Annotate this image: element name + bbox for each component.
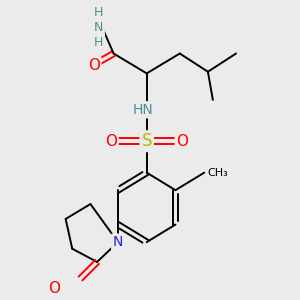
Text: H
N
H: H N H (94, 6, 104, 49)
Text: N: N (113, 235, 123, 249)
Text: O: O (48, 281, 60, 296)
Text: S: S (141, 132, 152, 150)
Text: O: O (176, 134, 188, 149)
Text: CH₃: CH₃ (207, 168, 228, 178)
Text: HN: HN (133, 103, 154, 117)
Text: O: O (105, 134, 117, 149)
Text: O: O (88, 58, 100, 73)
